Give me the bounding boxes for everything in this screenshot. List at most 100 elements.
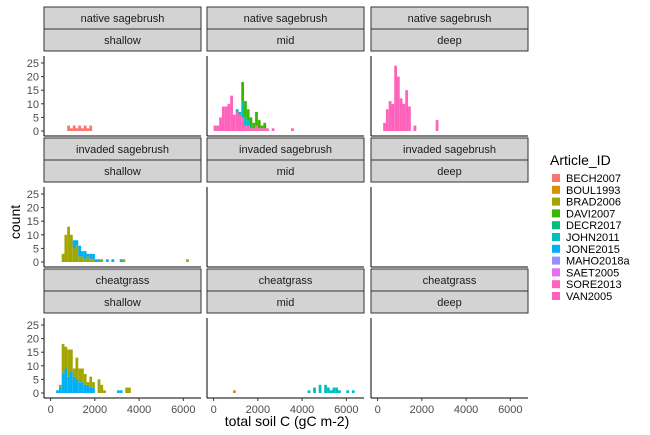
histogram-bar	[86, 253, 90, 257]
histogram-bar	[111, 259, 115, 262]
histogram-bar	[313, 387, 316, 393]
histogram-bar	[86, 384, 90, 393]
facet-strip-row-label: invaded sagebrush	[403, 144, 496, 156]
legend-swatch	[552, 280, 560, 289]
histogram-bar	[78, 245, 82, 257]
histogram-bar	[402, 103, 406, 131]
histogram-bar	[97, 379, 101, 393]
histogram-bar	[103, 390, 106, 393]
legend-entry-label: DAVI2007	[566, 208, 615, 220]
facet-strip-row-label: invaded sagebrush	[76, 144, 169, 156]
y-tick-label: 0	[33, 257, 39, 269]
histogram-bar	[324, 384, 327, 393]
histogram-bar	[72, 368, 76, 377]
histogram-bar	[232, 114, 236, 131]
facet-strip-col-label: mid	[277, 166, 295, 178]
histogram-bars	[67, 125, 93, 131]
x-tick-label: 6000	[334, 404, 358, 416]
facet-strip-col-label: shallow	[104, 297, 141, 309]
y-axis-title: count	[7, 205, 23, 239]
histogram-bar	[216, 125, 220, 131]
histogram-bar	[81, 368, 84, 383]
facet-panel: cheatgrass mid 0 2000 4000 6000	[206, 268, 365, 416]
histogram-bar	[255, 111, 258, 126]
histogram-bar	[257, 128, 261, 131]
histogram-bar	[58, 384, 62, 388]
y-tick-label: 25	[27, 58, 39, 70]
facet-strip-col	[206, 290, 365, 314]
legend-entry-label: SORE2013	[566, 279, 622, 291]
histogram-bar	[338, 390, 341, 393]
histogram-bars	[213, 82, 294, 131]
histogram-bar	[100, 384, 104, 393]
histogram-bar	[307, 390, 311, 393]
histogram-bar	[64, 368, 68, 393]
legend-swatch	[552, 268, 560, 277]
histogram-bar	[241, 101, 245, 118]
histogram-bar	[266, 128, 269, 131]
x-axis-title: total soil C (gC m-2)	[225, 413, 349, 429]
legend-swatch	[552, 197, 560, 206]
y-tick-label: 5	[33, 374, 39, 386]
histogram-bar	[227, 103, 231, 131]
histogram-bar	[413, 125, 417, 131]
legend-entry-label: BRAD2006	[566, 197, 621, 209]
histogram-bar	[238, 111, 242, 115]
histogram-bar	[326, 387, 330, 393]
facet-strip-col-label: mid	[277, 35, 295, 47]
histogram-bar	[246, 120, 250, 126]
histogram-bar	[89, 376, 93, 388]
y-tick-label: 20	[27, 72, 39, 84]
histogram-bar	[335, 387, 339, 393]
facet-strip-row-label: native sagebrush	[81, 13, 165, 25]
legend-swatch	[552, 256, 560, 265]
histogram-bar	[235, 109, 239, 112]
x-tick-label: 0	[375, 404, 381, 416]
facet-strip-col	[43, 290, 202, 314]
histogram-bar	[67, 125, 70, 131]
y-tick-label: 15	[27, 216, 39, 228]
x-tick-label: 0	[48, 404, 54, 416]
histogram-bar	[72, 240, 76, 249]
histogram-bar	[263, 128, 267, 131]
facet-strip-row-label: cheatgrass	[259, 275, 313, 287]
histogram-bar	[235, 111, 239, 131]
histogram-bar	[252, 122, 256, 129]
facet-strip-col	[43, 159, 202, 183]
histogram-bar	[291, 128, 294, 131]
histogram-bar	[249, 128, 253, 131]
histogram-bar	[100, 259, 104, 262]
histogram-bar	[255, 125, 258, 131]
histogram-bar	[122, 259, 126, 262]
legend-entry-label: VAN2005	[566, 291, 612, 303]
histogram-bar	[332, 387, 336, 393]
legend-entry-label: DECR2017	[566, 220, 622, 232]
y-tick-label: 25	[27, 189, 39, 201]
legend-entry-label: JOHN2011	[566, 232, 620, 244]
histogram-bar	[86, 256, 90, 262]
histogram-bar	[83, 125, 87, 131]
facet-panel: invaded sagebrush deep	[370, 137, 529, 268]
histogram-bar	[241, 82, 245, 102]
facet-strip-row-label: native sagebrush	[408, 13, 492, 25]
histogram-bar	[213, 125, 217, 131]
y-tick-label: 10	[27, 99, 39, 111]
y-tick-label: 25	[27, 320, 39, 332]
histogram-bar	[246, 125, 250, 131]
histogram-bar	[67, 376, 70, 393]
facet-strip-col-label: deep	[437, 297, 461, 309]
x-tick-label: 4000	[290, 404, 314, 416]
legend-entry-label: JONE2015	[566, 244, 620, 256]
histogram-bar	[116, 390, 120, 393]
facet-strip-row-label: native sagebrush	[244, 13, 328, 25]
x-tick-label: 4000	[127, 404, 151, 416]
histogram-bar	[69, 349, 73, 372]
histogram-bar	[252, 128, 256, 131]
x-tick-label: 6000	[498, 404, 522, 416]
histogram-bar	[75, 128, 79, 131]
histogram-bar	[81, 382, 84, 393]
histogram-bar	[92, 382, 95, 388]
histogram-bar	[244, 117, 247, 126]
histogram-bar	[221, 106, 225, 131]
